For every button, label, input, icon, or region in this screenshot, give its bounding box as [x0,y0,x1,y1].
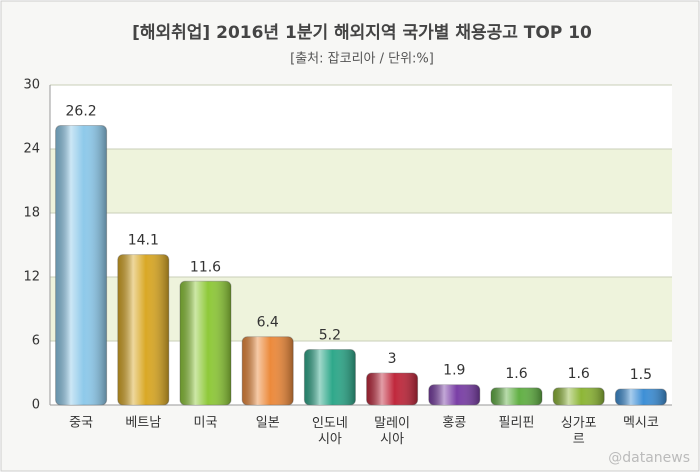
x-tick-label: 필리핀 [499,416,535,431]
x-tick-label: 싱가포 르 [561,416,597,447]
value-label: 14.1 [128,233,159,249]
x-tick-label: 미국 [194,416,218,431]
x-tick-label: 일본 [256,416,280,431]
bar-shade [55,125,107,406]
bar-shade [615,389,667,405]
y-tick-label: 30 [23,78,40,93]
chart-subtitle: [출처: 잡코리아 / 단위:%] [290,52,434,67]
bar-shade [117,254,169,405]
x-tick-label: 인도네 시아 [312,416,348,447]
x-tick-label: 홍콩 [442,416,466,431]
value-label: 1.9 [443,363,465,379]
value-label: 1.5 [630,367,652,383]
x-tick-label: 베트남 [125,416,161,431]
bar-shade [179,281,232,405]
value-label: 26.2 [66,104,97,120]
y-tick-label: 24 [23,142,40,157]
bar-shade [304,349,356,405]
watermark: @datanews [608,450,690,466]
y-tick-label: 6 [32,334,40,349]
bar-shade [490,387,543,405]
value-label: 1.6 [568,366,590,382]
bar-shade [428,384,480,405]
x-tick-label: 중국 [69,416,93,431]
bar-shade [553,387,605,405]
value-label: 11.6 [190,259,221,275]
chart-title: [해외취업] 2016년 1분기 해외지역 국가별 채용공고 TOP 10 [132,22,592,43]
bar-shade [242,336,294,405]
y-tick-label: 18 [23,206,40,221]
value-label: 6.4 [257,315,279,331]
y-tick-label: 12 [23,270,40,285]
y-tick-label: 0 [32,398,40,413]
value-label: 1.6 [505,366,527,382]
value-label: 5.2 [319,328,341,344]
x-tick-label: 말레이 시아 [374,416,410,447]
x-tick-label: 멕시코 [623,416,659,431]
value-label: 3 [388,351,397,367]
bar-shade [366,373,418,405]
grid-band [50,149,672,213]
